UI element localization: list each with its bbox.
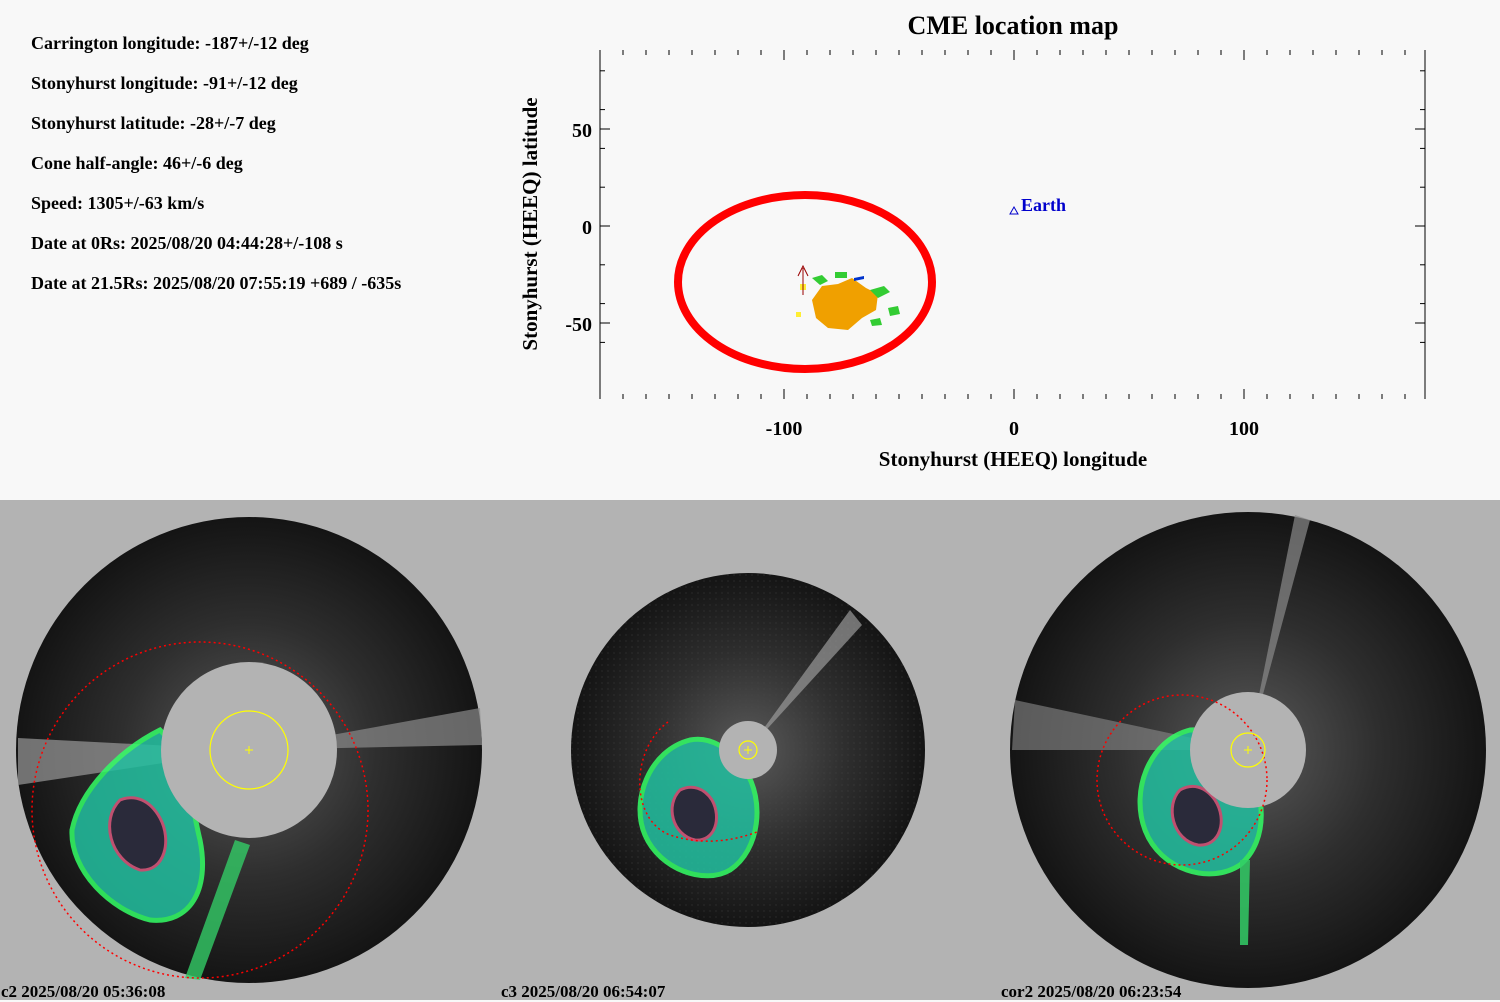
coronagraph-images xyxy=(16,512,1486,988)
source-core xyxy=(812,278,878,330)
cme-cone-outline xyxy=(674,191,936,373)
earth-label: Earth xyxy=(1021,195,1066,215)
earth-marker-icon xyxy=(1009,205,1019,215)
cor2-bright-ray xyxy=(1248,515,1310,750)
c3-bright-ray xyxy=(748,610,862,750)
c2-fit-arc xyxy=(31,641,369,979)
x-tick-label-minus-100: -100 xyxy=(766,418,803,440)
source-yellow-2 xyxy=(796,312,801,317)
c3-image xyxy=(571,573,925,927)
x-axis-label: Stonyhurst (HEEQ) longitude xyxy=(879,447,1147,471)
x-tick-label-0: 0 xyxy=(1009,418,1019,440)
c2-sun-circle xyxy=(209,710,289,790)
cor2-caption: cor2 2025/08/20 06:23:54 xyxy=(1001,982,1182,1001)
c3-fit-arc xyxy=(639,721,758,842)
c3-cme-core xyxy=(670,785,718,842)
cme-parameters-list: Carrington longitude: -187+/-12 deg Ston… xyxy=(31,30,401,310)
x-tick-label-100: 100 xyxy=(1229,418,1259,440)
coronagraph-images-panel xyxy=(0,500,1500,1000)
cor2-sun-center-icon xyxy=(1244,746,1252,754)
carrington-longitude: Carrington longitude: -187+/-12 deg xyxy=(31,33,309,53)
stonyhurst-latitude: Stonyhurst latitude: -28+/-7 deg xyxy=(31,113,276,133)
cor2-cme-core xyxy=(1170,784,1223,847)
c2-cme-core xyxy=(108,796,168,872)
c3-caption: c3 2025/08/20 06:54:07 xyxy=(501,982,666,1001)
source-blue xyxy=(854,276,864,281)
source-arrow-head xyxy=(797,264,809,277)
source-green-5 xyxy=(870,318,882,326)
cor2-jet xyxy=(1240,860,1250,945)
cone-half-angle: Cone half-angle: 46+/-6 deg xyxy=(31,153,243,173)
source-green-3 xyxy=(888,306,900,316)
source-green-4 xyxy=(835,272,847,278)
c2-sun-center-icon xyxy=(245,746,253,754)
c2-caption: c2 2025/08/20 05:36:08 xyxy=(1,982,166,1001)
date-at-0rs: Date at 0Rs: 2025/08/20 04:44:28+/-108 s xyxy=(31,233,343,253)
cme-location-map: CME location map -100 0 100 50 0 -50 Sto… xyxy=(518,11,1426,471)
cor2-fit-arc xyxy=(1096,694,1268,866)
cor2-sun-circle xyxy=(1230,732,1266,768)
results-panel: Carrington longitude: -187+/-12 deg Ston… xyxy=(0,0,1500,500)
date-at-21-5rs: Date at 21.5Rs: 2025/08/20 07:55:19 +689… xyxy=(31,273,402,293)
cme-source-region xyxy=(796,264,900,330)
c2-image xyxy=(16,517,482,983)
cor2-image xyxy=(1010,512,1486,988)
speed: Speed: 1305+/-63 km/s xyxy=(31,193,205,213)
stonyhurst-longitude: Stonyhurst longitude: -91+/-12 deg xyxy=(31,73,298,93)
y-axis-label: Stonyhurst (HEEQ) latitude xyxy=(518,97,542,350)
map-title: CME location map xyxy=(908,11,1119,40)
y-tick-label-50: 50 xyxy=(572,120,592,142)
map-axes xyxy=(599,50,1426,399)
source-green-2 xyxy=(870,286,890,298)
c2-jet xyxy=(185,840,250,980)
y-tick-label-minus-50: -50 xyxy=(565,314,592,336)
c3-sun-center-icon xyxy=(744,746,752,754)
source-green-1 xyxy=(812,275,828,285)
minor-ticks xyxy=(600,50,1425,399)
c3-sun-circle xyxy=(738,740,758,760)
y-tick-label-0: 0 xyxy=(582,217,592,239)
